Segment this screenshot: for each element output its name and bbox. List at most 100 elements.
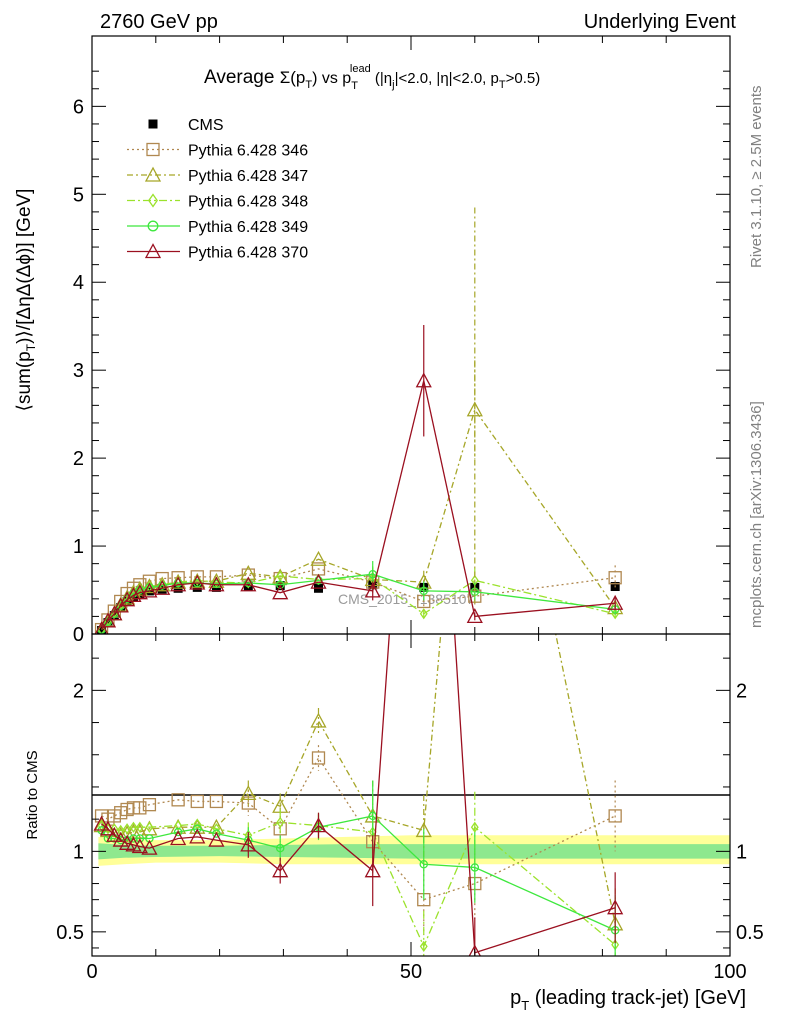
ratio-line [101, 821, 616, 948]
legend-marker [148, 119, 158, 129]
legend-entry-pythia-6-428-347: Pythia 6.428 347 [127, 166, 308, 185]
ratio-point [141, 839, 158, 855]
legend-entry-cms: CMS [148, 117, 224, 134]
data-point [189, 574, 206, 590]
data-point [276, 570, 285, 582]
data-point [170, 576, 187, 592]
data-point [415, 372, 432, 388]
legend-marker [147, 220, 159, 232]
ratio-point [135, 821, 144, 833]
mcplots-label: mcplots.cern.ch [arXiv:1306.3436] [748, 401, 765, 628]
y-tick-label: 4 [73, 272, 84, 294]
x-tick-label: 100 [713, 961, 746, 983]
data-point [314, 576, 323, 585]
data-point [241, 568, 255, 582]
ratio-point [99, 820, 117, 836]
data-point [171, 571, 185, 585]
data-point [119, 591, 136, 607]
data-point [607, 594, 624, 610]
cms-point [97, 625, 107, 634]
ratio-point [468, 944, 482, 956]
legend-label: Pythia 6.428 349 [188, 219, 308, 236]
ratio-point [145, 821, 154, 833]
ratio-point [135, 834, 145, 843]
ratio-line [101, 756, 616, 901]
legend-marker [148, 193, 158, 208]
ratio-point [275, 843, 285, 853]
ratio-point [310, 712, 327, 728]
ratio-point [419, 859, 429, 869]
ratio-point [276, 816, 285, 829]
ratio-point [212, 829, 221, 838]
y-tick-label: 1 [73, 536, 84, 558]
ratio-point [171, 793, 185, 807]
data-point [173, 578, 183, 588]
ratio-point [112, 831, 129, 847]
ratio-point [417, 136, 431, 149]
data-point [106, 605, 123, 621]
data-point [466, 608, 483, 624]
ratio-point [133, 801, 147, 815]
data-point [141, 582, 158, 598]
ratio-point [129, 834, 138, 843]
ratio-point [190, 794, 204, 809]
legend-label: CMS [188, 117, 224, 134]
ratio-point [93, 815, 110, 831]
main-plot-area [94, 207, 624, 634]
ratio-point [240, 785, 257, 801]
ratio-point [607, 899, 624, 915]
data-point [209, 570, 224, 584]
ratio-point [470, 821, 479, 833]
ratio-line [101, 634, 616, 924]
header-left: 2760 GeV pp [100, 11, 218, 33]
chart-title: Average Σ(pT) vs pTlead (|ηj|<2.0, |η|<2… [204, 63, 540, 92]
data-point [364, 582, 381, 598]
ratio-point [209, 794, 224, 809]
data-point [97, 623, 106, 634]
legend: CMS Pythia 6.428 346 Pythia 6.428 347 Pythi… [127, 117, 308, 262]
ratio-y-tick-label: 0.5 [56, 922, 84, 944]
legend-entry-pythia-6-428-370: Pythia 6.428 370 [127, 243, 308, 262]
legend-marker [144, 166, 162, 182]
ratio-point [170, 830, 187, 846]
ratio-point [174, 819, 183, 832]
data-point [419, 608, 428, 620]
data-point [94, 621, 109, 634]
ratio-point [364, 862, 381, 878]
ratio-point [142, 798, 157, 812]
legend-label: Pythia 6.428 347 [188, 168, 308, 185]
ratio-y-tick-label: 1 [73, 841, 84, 863]
data-point [466, 401, 483, 417]
data-point [275, 580, 285, 590]
ratio-plot-area [93, 136, 624, 956]
ratio-point [170, 818, 187, 834]
ratio-pythia-6-428-349 [97, 780, 620, 956]
ratio-point [129, 821, 138, 833]
ratio-point [131, 838, 148, 854]
rivet-label: Rivet 3.1.10, ≥ 2.5M events [748, 86, 765, 269]
ratio-point [310, 817, 327, 833]
data-point [608, 571, 622, 585]
data-point [272, 584, 289, 600]
data-point [244, 578, 253, 588]
legend-entry-pythia-6-428-348: Pythia 6.428 348 [127, 193, 308, 211]
x-axis-label: pT (leading track-jet) [GeV] [510, 987, 746, 1013]
data-point [240, 576, 257, 592]
ratio-point [470, 863, 480, 872]
header-right: Underlying Event [584, 11, 737, 33]
ratio-point [193, 824, 202, 834]
ratio-y-tick-label-right: 1 [736, 841, 747, 863]
legend-marker [144, 243, 162, 259]
data-point [310, 550, 327, 566]
ratio-y-tick-label-right: 2 [736, 680, 747, 702]
y-tick-label: 2 [73, 448, 84, 470]
ratio-point [272, 862, 289, 878]
legend-marker [146, 142, 160, 157]
legend-label: Pythia 6.428 348 [188, 194, 308, 211]
legend-label: Pythia 6.428 370 [188, 245, 308, 262]
ratio-y-tick-label: 2 [73, 680, 84, 702]
legend-entry-pythia-6-428-349: Pythia 6.428 349 [127, 219, 308, 236]
ratio-pythia-6-428-370 [93, 136, 624, 956]
y-tick-label: 5 [73, 184, 84, 206]
